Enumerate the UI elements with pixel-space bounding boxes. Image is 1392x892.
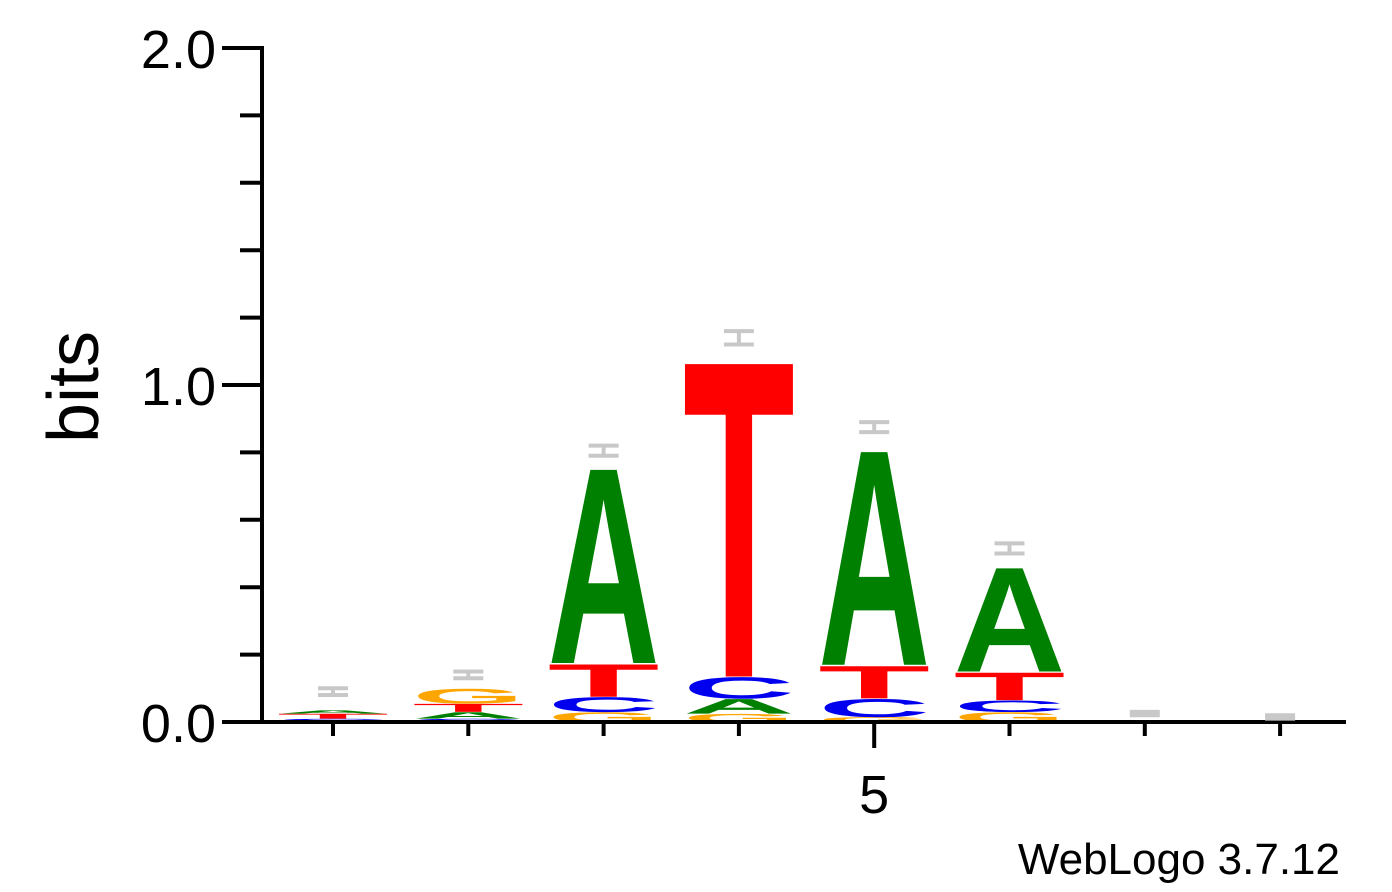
y-tick-label: 0.0 xyxy=(141,694,216,754)
letter-a: A xyxy=(277,709,389,714)
error-bars xyxy=(318,329,1296,721)
y-tick-label: 2.0 xyxy=(141,20,216,80)
letter-a: A xyxy=(683,695,795,718)
letter-a: A xyxy=(548,410,660,723)
letter-t: T xyxy=(277,712,389,720)
error-bar-position-4 xyxy=(723,329,754,347)
error-bar-position-6 xyxy=(994,541,1025,556)
x-ticks xyxy=(331,722,1283,748)
error-bar-position-7 xyxy=(1129,709,1160,718)
letter-t: T xyxy=(683,267,795,773)
error-bar-position-5 xyxy=(859,420,890,435)
letter-c: C xyxy=(683,671,795,705)
y-ticks: 0.0 1.0 2.0 xyxy=(141,20,262,754)
letter-t: T xyxy=(548,655,660,707)
error-bar-position-1 xyxy=(318,686,348,698)
letter-a: A xyxy=(954,537,1066,704)
y-tick-label: 1.0 xyxy=(141,357,216,417)
letter-g: G xyxy=(818,716,930,724)
letter-t: T xyxy=(818,656,930,708)
letter-a: A xyxy=(412,710,524,720)
y-axis-label: bits xyxy=(34,331,114,443)
letter-stack-position-2: CATG xyxy=(412,684,524,723)
letter-t: T xyxy=(412,701,524,714)
letter-stacks: CTACATGGCTAGACTGCTAGCTA xyxy=(277,267,1066,773)
letter-c: C xyxy=(954,697,1066,715)
letter-g: G xyxy=(412,684,524,708)
x-tick-label: 5 xyxy=(859,765,889,825)
letter-c: C xyxy=(548,693,660,716)
letter-t: T xyxy=(954,664,1066,708)
error-bar-position-3 xyxy=(588,443,619,458)
error-bar-position-2 xyxy=(453,669,484,681)
axes: 0.0 1.0 2.0 xyxy=(141,20,1346,754)
error-bar-position-8 xyxy=(1265,713,1296,721)
letter-a: A xyxy=(818,385,930,730)
weblogo-version-label: WebLogo 3.7.12 xyxy=(1018,835,1340,884)
letter-c: C xyxy=(818,694,930,723)
